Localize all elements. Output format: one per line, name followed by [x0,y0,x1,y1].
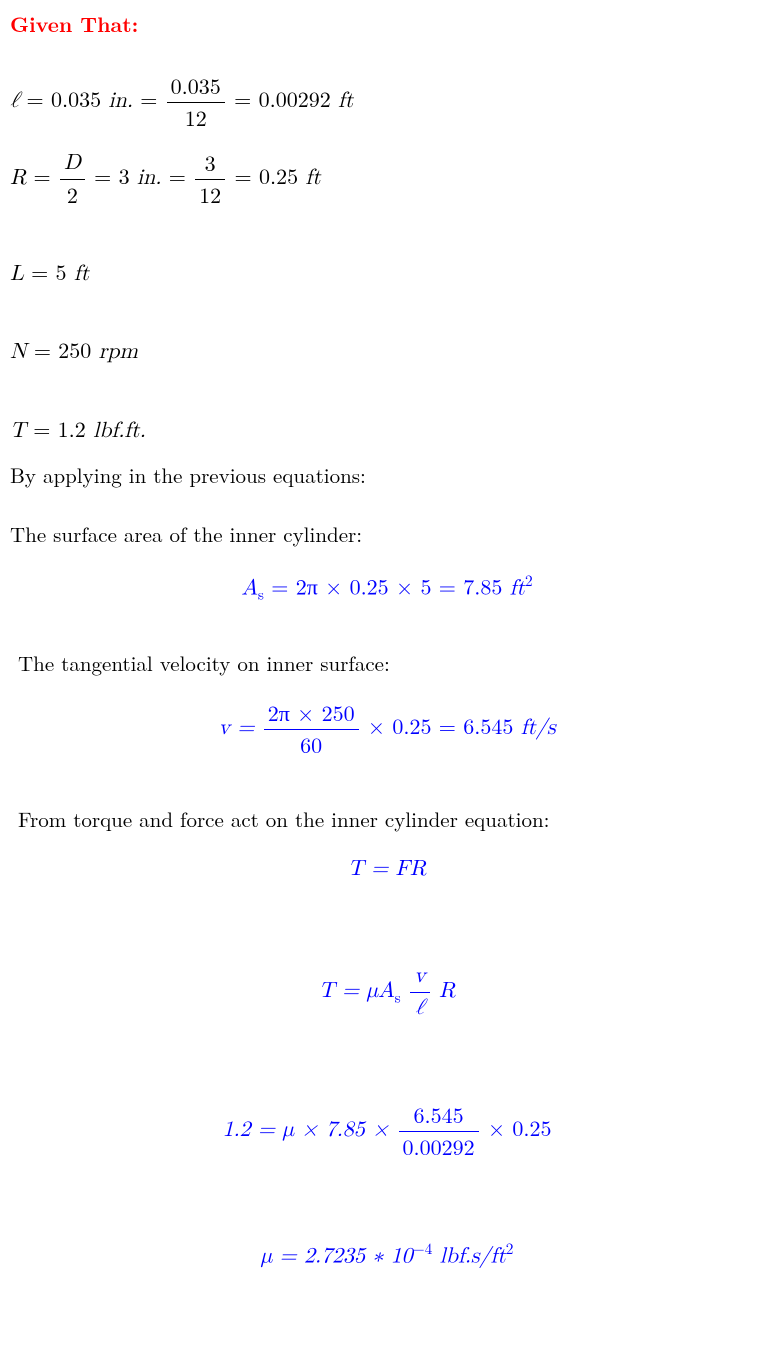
tangential-text: The tangential velocity on inner surface… [18,649,764,678]
ell-frac: 0.035 12 [167,71,225,134]
ell-symbol: ℓ [10,90,19,112]
eq-v: v = 2π × 250 60 × 0.25 = 6.545 ft/s [10,698,764,761]
torque-force-text: From torque and force act on the inner c… [18,805,764,834]
R-val2: 0.25 [259,160,298,191]
R-frac1: D 2 [60,148,85,211]
ell-unit2: ft [338,90,353,112]
eq-As: As = 2π × 0.25 × 5 = 7.85 ft2 [10,570,764,605]
eq-numeric: 1.2 = μ × 7.85 × 6.545 0.00292 × 0.25 [10,1100,764,1163]
given-N: N = 250 rpm [10,335,764,368]
given-ell: ℓ = 0.035 in. = 0.035 12 = 0.00292 ft [10,71,764,134]
given-that-heading: Given That: [10,10,764,39]
ell-unit1: in. [108,90,132,112]
by-applying-text: By applying in the previous equations: [10,461,764,490]
given-T: T = 1.2 lbf.ft. [10,414,764,447]
surface-area-text: The surface area of the inner cylinder: [10,520,764,549]
eq-mu-result: μ = 2.7235 ∗ 10−4 lbf.s/ft2 [10,1238,764,1272]
R-frac2: 3 12 [195,148,225,211]
ell-val1: 0.035 [51,83,101,114]
R-val1: 3 [119,160,130,191]
given-R: R = D 2 = 3 in. = 3 12 = 0.25 ft [10,148,764,211]
R-symbol: R [10,167,26,189]
eq-TmuA: T = μAs v ℓ R [10,961,764,1024]
given-L: L = 5 ft [10,257,764,290]
eq-TFR: T = FR [10,854,764,885]
ell-eq1: = [27,83,51,114]
ell-val2: 0.00292 [259,83,331,114]
